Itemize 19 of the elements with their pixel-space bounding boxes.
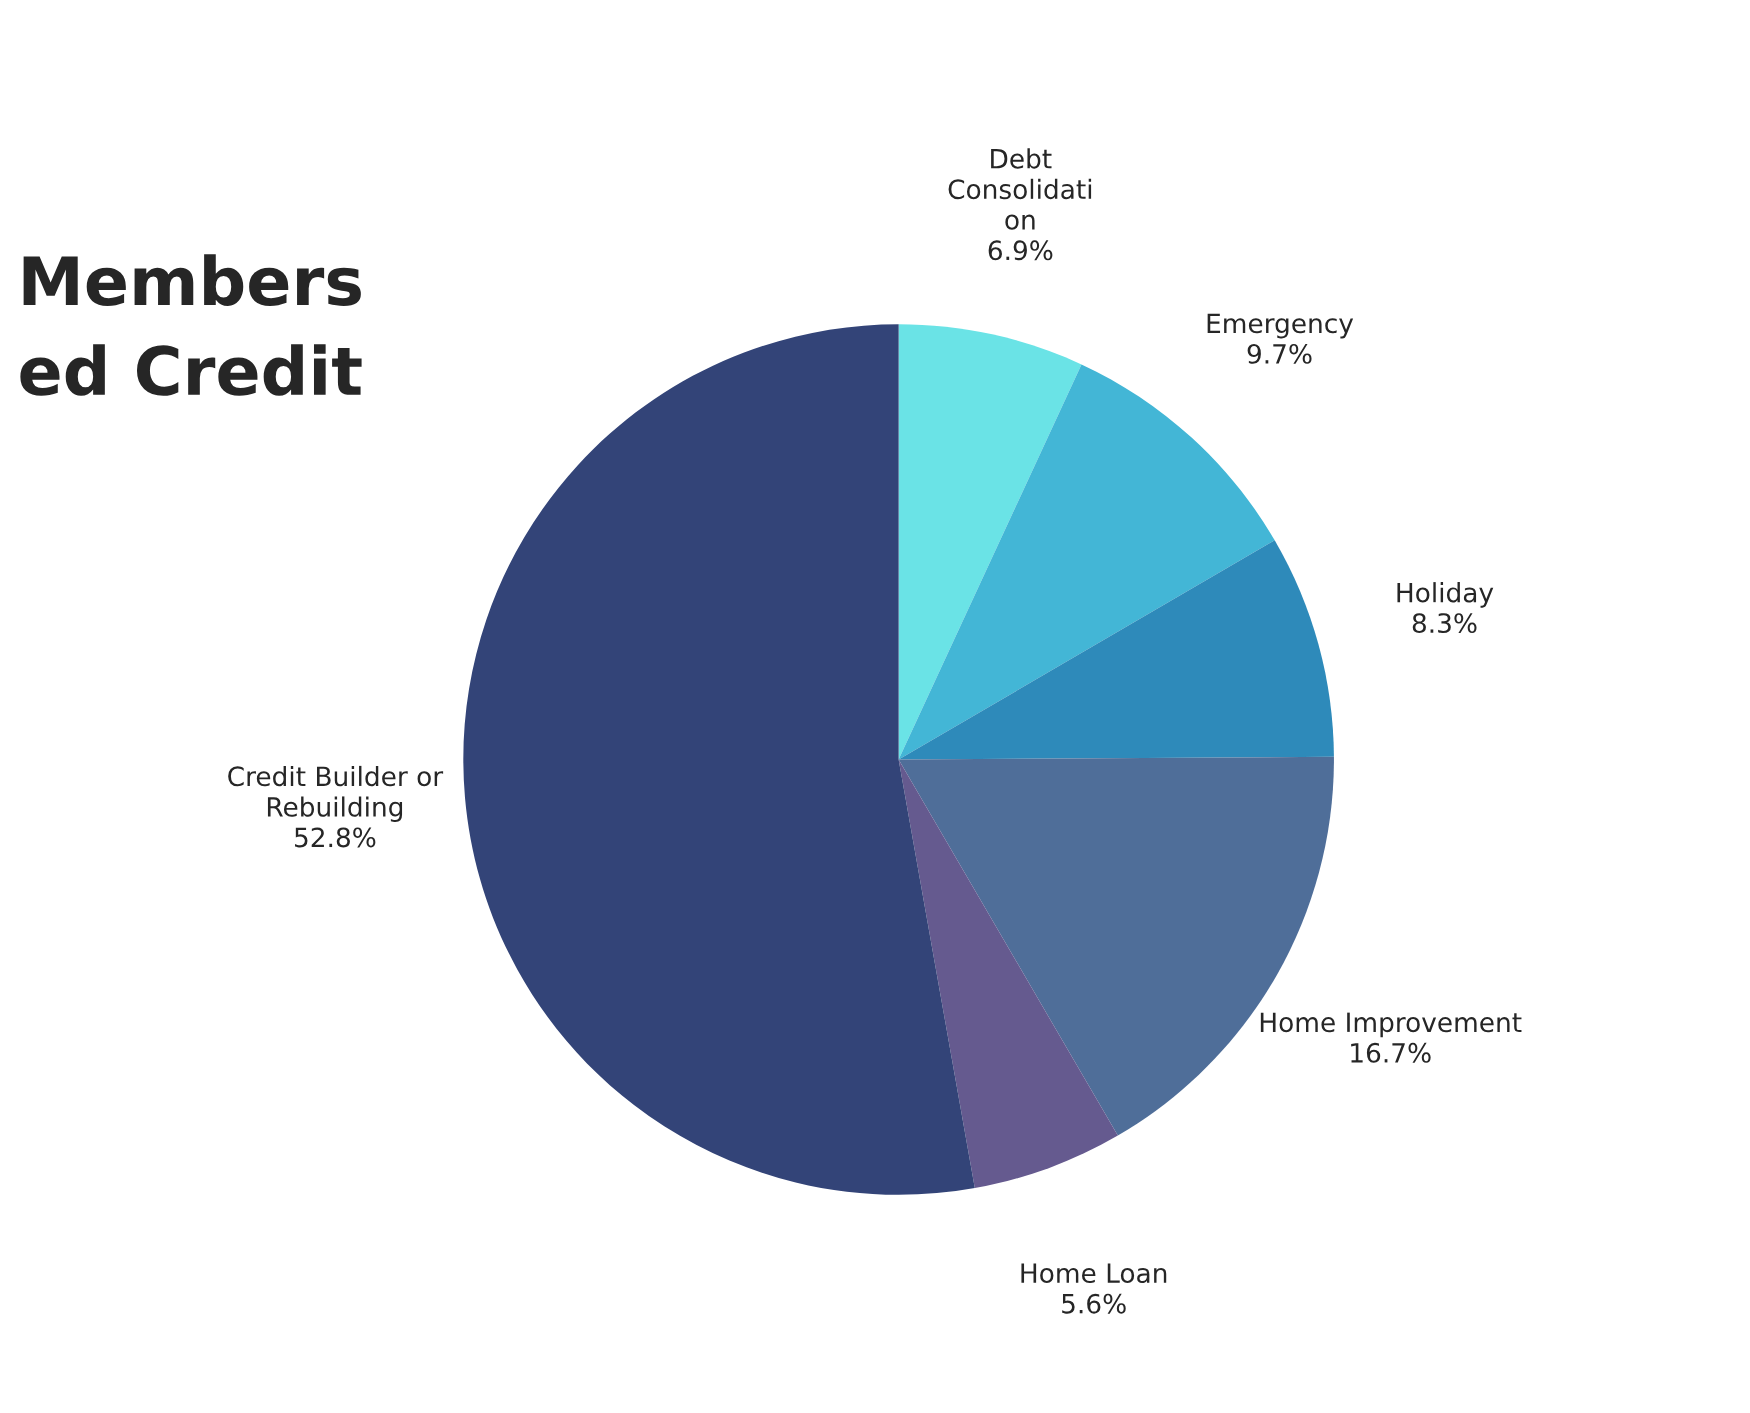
pie-slice (898, 756, 1334, 1136)
data-label: 16.7% (1351, 1042, 1431, 1063)
pie-slice (898, 540, 1334, 760)
slice-label: Emergency (1207, 313, 1354, 339)
text: Members ed Credit (20, 254, 362, 396)
slice-label: Home Improvement (1260, 1012, 1522, 1038)
data-label: 8.3% (1412, 613, 1477, 634)
data-label: 9.7% (1247, 343, 1312, 364)
pie-slice (898, 364, 1275, 760)
pie-slice (898, 324, 1082, 760)
slice-label: Credit Builder or Rebuilding (228, 765, 444, 822)
slice-label: Debt Consolidati on (948, 148, 1092, 230)
data-label: 6.9% (988, 240, 1053, 261)
pie-slice (463, 324, 975, 1195)
data-label: 5.6% (1062, 1293, 1126, 1314)
slice-label: Home Loan (1021, 1263, 1167, 1284)
data-label: 52.8% (295, 827, 376, 848)
slice-label: Holiday (1397, 582, 1494, 608)
pie-slice (898, 759, 1118, 1189)
